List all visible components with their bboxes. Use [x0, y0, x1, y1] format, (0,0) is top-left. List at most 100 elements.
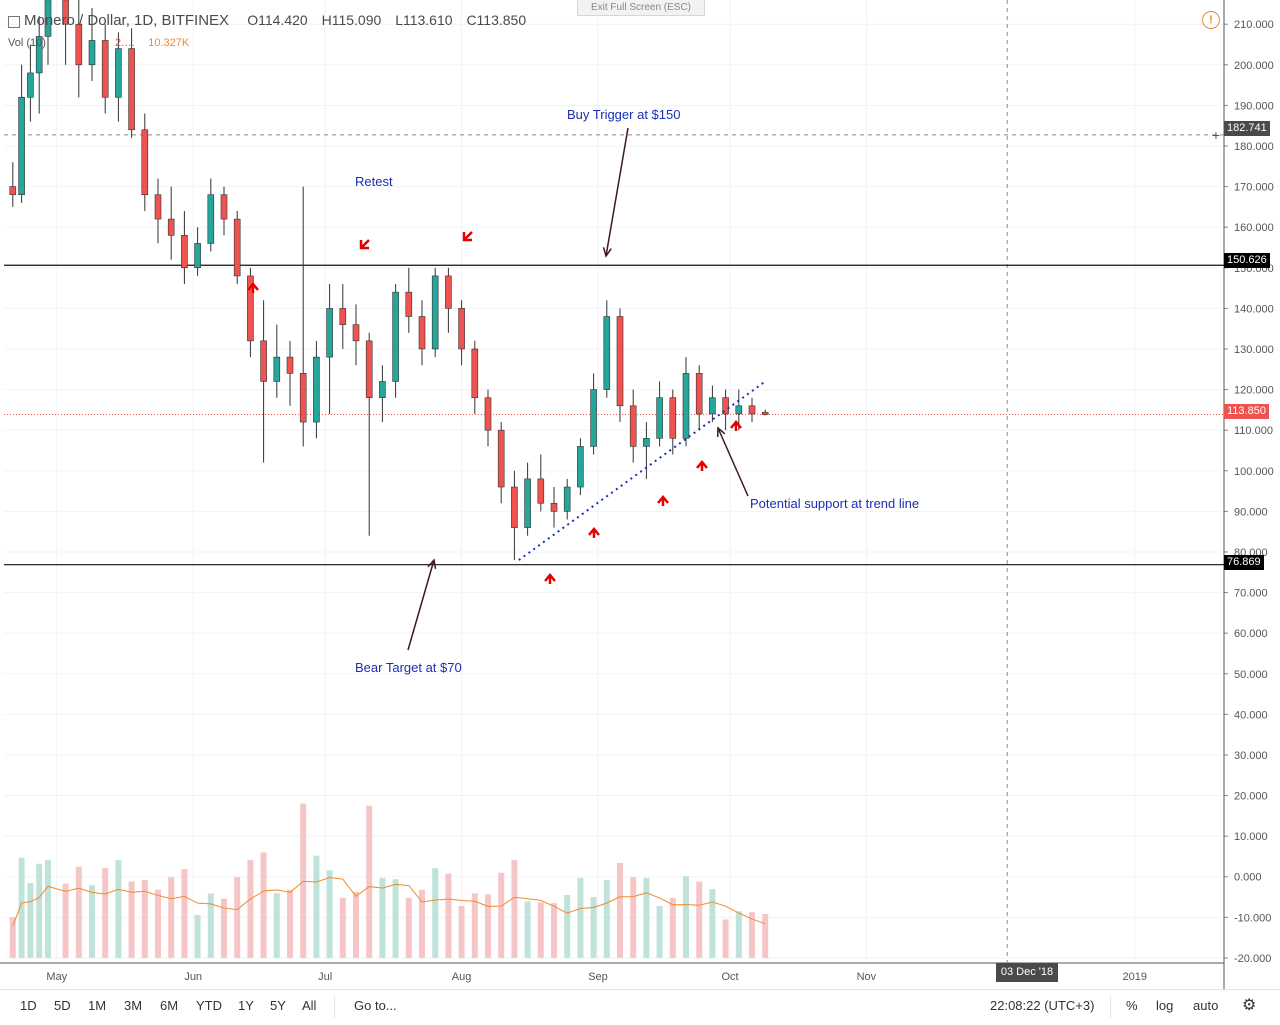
volume-bar [128, 881, 135, 958]
volume-legend: Vol (10) 2.… 10.327K [8, 37, 189, 49]
candle-body [247, 275, 254, 342]
price-tick-label: 140.000 [1234, 303, 1274, 315]
time-tick-label: Jun [184, 971, 202, 983]
exit-fullscreen-button[interactable]: Exit Full Screen (ESC) [577, 0, 705, 16]
volume-bar [273, 893, 280, 958]
volume-bar [458, 905, 465, 958]
candle-body [286, 356, 294, 374]
time-tick-label: Jul [318, 971, 332, 983]
volume-bar [89, 885, 95, 958]
log-scale-toggle[interactable]: log [1156, 998, 1174, 1013]
volume-bar [247, 860, 254, 958]
candle-body [471, 348, 479, 399]
price-tick-label: 70.000 [1234, 588, 1268, 600]
candle-body [9, 186, 17, 196]
timeframe-3m[interactable]: 3M [124, 998, 143, 1013]
volume-bar [45, 860, 51, 958]
volume-bar [709, 889, 716, 958]
volume-bar [207, 893, 214, 958]
red-signal-arrow [247, 282, 259, 293]
volume-bar [577, 877, 584, 958]
volume-bar [102, 868, 109, 958]
candle-body [299, 373, 307, 423]
volume-bar [339, 897, 346, 958]
timeframe-1m[interactable]: 1M [88, 998, 107, 1013]
price-tick-label: 100.000 [1234, 466, 1274, 478]
volume-value: 2.… [114, 37, 136, 49]
candle-body [656, 397, 663, 439]
candle-body [44, 0, 52, 37]
candle-body [695, 373, 703, 415]
candle-body [260, 340, 267, 382]
percent-scale-toggle[interactable]: % [1126, 998, 1138, 1013]
volume-bar [141, 879, 148, 958]
candle-body [101, 40, 109, 98]
symbol-label[interactable]: Monero / Dollar, 1D, BITFINEX [24, 12, 230, 29]
auto-scale-toggle[interactable]: auto [1193, 998, 1219, 1013]
red-signal-arrow [544, 573, 556, 584]
timeframe-1y[interactable]: 1Y [238, 998, 254, 1013]
candle-body [379, 381, 386, 399]
volume-bar [722, 919, 729, 958]
clock-timezone[interactable]: 22:08:22 (UTC+3) [990, 998, 1095, 1013]
candle-body [445, 275, 452, 309]
chart-header: Monero / Dollar, 1D, BITFINEX O114.420 H… [8, 12, 536, 29]
red-signal-arrow [359, 239, 370, 250]
volume-bar [735, 911, 742, 958]
alert-icon[interactable]: ! [1202, 11, 1220, 29]
red-arrow-stem [360, 239, 370, 249]
price-tick-label: 30.000 [1234, 750, 1268, 762]
candle-body [27, 72, 34, 98]
candle-body [524, 478, 531, 528]
volume-bar [485, 894, 491, 958]
price-tick-label: 10.000 [1234, 831, 1268, 843]
volume-bar [603, 879, 610, 958]
timeframe-5d[interactable]: 5D [54, 998, 71, 1013]
volume-bar [168, 877, 175, 958]
candle-body [365, 340, 373, 399]
candle-body [709, 397, 716, 415]
collapse-legend-icon[interactable] [8, 16, 20, 28]
price-chart[interactable]: 210.000 200.000 190.000 180.000 170.000 160.0… [0, 0, 1280, 989]
volume-bar [287, 889, 293, 958]
high-value: H115.090 [321, 12, 382, 28]
volume-bar [115, 860, 122, 958]
arrow-potential-support [717, 427, 749, 497]
goto-date-button[interactable]: Go to... [354, 998, 397, 1013]
arrow-bear-target [407, 559, 435, 651]
price-tick-label: -20.000 [1234, 953, 1271, 965]
candle-body [735, 405, 743, 415]
arrow-buy-trigger [605, 127, 629, 257]
candle-body [761, 411, 769, 415]
volume-bar [669, 897, 676, 958]
volume-bar [300, 803, 307, 958]
red-signal-arrow [588, 527, 600, 538]
volume-bar [524, 901, 531, 958]
timeframe-1d[interactable]: 1D [20, 998, 37, 1013]
candle-body [167, 218, 175, 236]
volume-bar [181, 869, 188, 958]
volume-indicator-label[interactable]: Vol (10) [8, 37, 46, 49]
candle-body [577, 446, 584, 488]
red-signal-arrow [462, 231, 473, 242]
timeframe-6m[interactable]: 6M [160, 998, 179, 1013]
candle-body [563, 486, 571, 512]
timeframe-ytd[interactable]: YTD [196, 998, 222, 1013]
candle-body [748, 405, 756, 415]
price-tick-label: 210.000 [1234, 19, 1274, 31]
timeframe-5y[interactable]: 5Y [270, 998, 286, 1013]
timeframe-all[interactable]: All [302, 998, 317, 1013]
price-tick-label: 160.000 [1234, 222, 1274, 234]
gear-icon[interactable]: ⚙ [1242, 997, 1257, 1014]
volume-bar [511, 860, 518, 958]
volume-bar [234, 877, 241, 958]
close-value: C113.850 [466, 12, 527, 28]
volume-bar [405, 897, 412, 958]
candle-body [154, 194, 162, 220]
price-tick-label: 20.000 [1234, 791, 1268, 803]
price-tick-label: 90.000 [1234, 506, 1268, 518]
annotation-retest: Retest [355, 174, 393, 189]
annotation-potential-support: Potential support at trend line [750, 496, 920, 511]
volume-bar [630, 877, 637, 958]
price-tick-label: 40.000 [1234, 709, 1268, 721]
